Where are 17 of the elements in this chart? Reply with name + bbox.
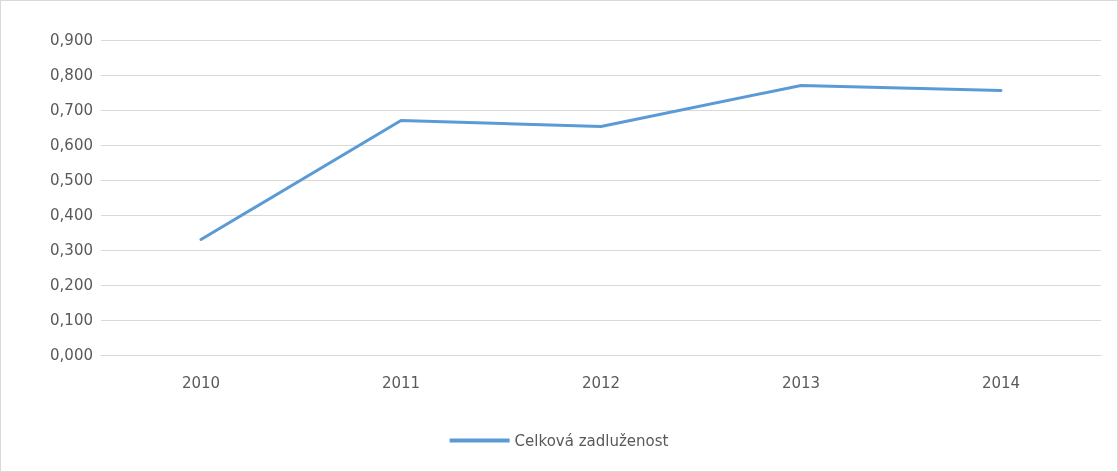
y-tick-label: 0,000 [50, 346, 93, 364]
x-tick-label: 2014 [981, 373, 1021, 392]
y-tick-label: 0,800 [50, 66, 93, 84]
y-tick-label: 0,100 [50, 311, 93, 329]
y-tick-label: 0,600 [50, 136, 93, 154]
y-tick-label: 0,200 [50, 276, 93, 294]
y-tick-label: 0,300 [50, 241, 93, 259]
legend-label: Celková zadluženost [514, 431, 669, 450]
x-tick-label: 2011 [381, 373, 421, 392]
y-tick-label: 0,400 [50, 206, 93, 224]
x-tick-label: 2013 [781, 373, 821, 392]
x-tick-label: 2012 [581, 373, 621, 392]
y-tick-label: 0,900 [50, 31, 93, 49]
line-series [199, 84, 1003, 241]
y-tick-label: 0,700 [50, 101, 93, 119]
x-tick-label: 2010 [181, 373, 221, 392]
y-tick-label: 0,500 [50, 171, 93, 189]
